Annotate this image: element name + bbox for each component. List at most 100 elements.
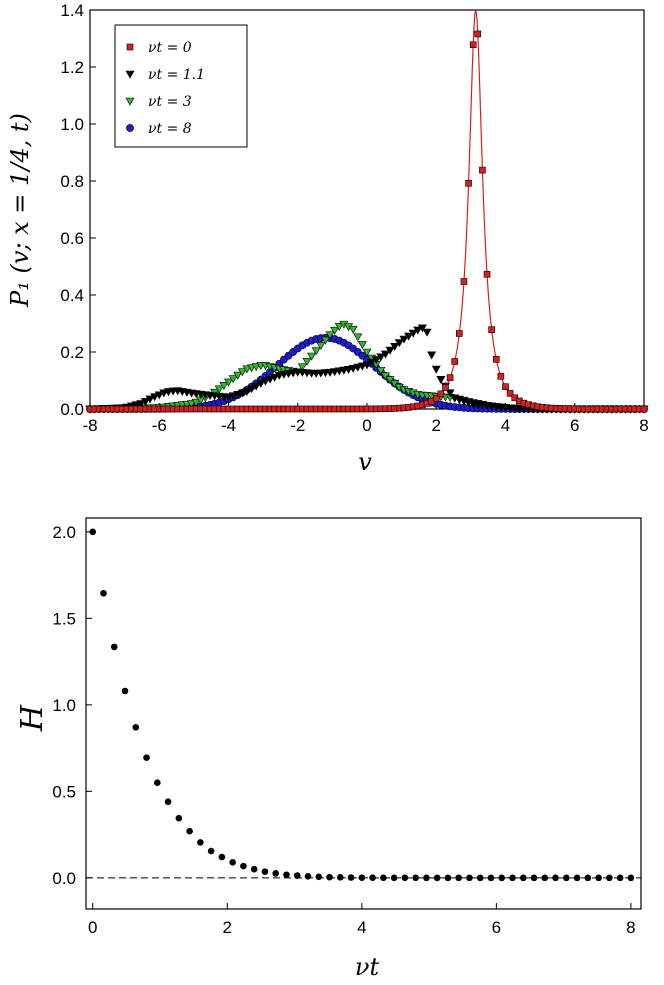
data-point bbox=[186, 827, 193, 835]
data-point bbox=[325, 331, 335, 340]
data-point bbox=[401, 874, 409, 882]
data-point bbox=[376, 353, 386, 362]
data-point bbox=[348, 325, 358, 334]
data-point bbox=[240, 862, 247, 870]
data-point bbox=[640, 405, 648, 413]
top-chart-marks bbox=[85, 10, 649, 414]
data-point bbox=[380, 350, 390, 359]
bottom-x-tick-label: 6 bbox=[492, 918, 501, 937]
data-point bbox=[422, 328, 432, 337]
top-y-tick-label: 1.2 bbox=[60, 58, 84, 77]
data-point bbox=[376, 366, 386, 375]
data-point bbox=[154, 779, 161, 787]
data-point bbox=[311, 347, 321, 356]
data-point bbox=[498, 874, 506, 882]
data-point bbox=[456, 330, 463, 337]
data-point bbox=[272, 870, 280, 877]
data-point bbox=[187, 400, 197, 409]
data-point bbox=[380, 874, 387, 882]
top-y-tick-label: 1.4 bbox=[60, 1, 84, 20]
data-point bbox=[316, 342, 326, 350]
data-point bbox=[228, 375, 238, 384]
legend-label: νt = 8 bbox=[148, 121, 192, 137]
data-point bbox=[530, 874, 538, 882]
data-point bbox=[408, 329, 418, 338]
bottom-chart: 0 2 4 6 8 0.0 0.5 1.0 1.5 2.0 νt H bbox=[15, 517, 642, 981]
data-point bbox=[191, 398, 201, 407]
data-point bbox=[247, 385, 257, 394]
data-point bbox=[427, 351, 437, 360]
data-point bbox=[627, 874, 635, 882]
data-point bbox=[362, 361, 372, 370]
data-point bbox=[385, 346, 395, 355]
data-point bbox=[362, 348, 372, 357]
data-point bbox=[466, 874, 473, 882]
data-point bbox=[479, 166, 486, 174]
data-point bbox=[150, 393, 160, 402]
data-point bbox=[228, 392, 238, 401]
data-point bbox=[509, 874, 516, 882]
data-point bbox=[175, 814, 183, 822]
top-y-tick-label: 0.6 bbox=[60, 229, 84, 248]
data-point bbox=[488, 326, 495, 333]
data-point bbox=[251, 382, 261, 391]
bottom-y-tick-label: 0.0 bbox=[52, 869, 76, 888]
data-point bbox=[563, 874, 570, 882]
top-x-tick-label: -8 bbox=[82, 416, 97, 435]
legend-label: νt = 3 bbox=[148, 94, 192, 110]
data-point bbox=[237, 389, 247, 398]
data-point bbox=[390, 342, 400, 351]
data-point bbox=[250, 865, 258, 873]
bottom-x-tick-label: 8 bbox=[626, 918, 635, 937]
data-point bbox=[423, 874, 430, 882]
data-point bbox=[223, 378, 234, 387]
data-point bbox=[460, 278, 468, 285]
data-point bbox=[145, 395, 155, 404]
data-point bbox=[371, 356, 381, 365]
data-point bbox=[140, 398, 150, 407]
data-point bbox=[242, 387, 252, 396]
data-point bbox=[293, 872, 301, 879]
data-point bbox=[445, 389, 455, 398]
data-point bbox=[136, 400, 146, 409]
data-point bbox=[100, 589, 107, 597]
data-point bbox=[197, 839, 204, 846]
data-point bbox=[315, 873, 323, 881]
legend-frame bbox=[114, 24, 248, 148]
data-point bbox=[367, 358, 377, 367]
data-point bbox=[334, 323, 344, 331]
data-point bbox=[256, 379, 266, 388]
data-point bbox=[595, 874, 602, 882]
data-point bbox=[476, 874, 484, 882]
data-point bbox=[237, 368, 247, 377]
data-point bbox=[487, 874, 495, 882]
top-x-axis-label: v bbox=[358, 448, 372, 476]
top-x-tick-label: -2 bbox=[290, 416, 305, 435]
data-point bbox=[233, 390, 243, 399]
series-0 bbox=[86, 10, 648, 413]
data-point bbox=[357, 341, 367, 350]
legend-marker bbox=[125, 70, 135, 79]
legend-marker bbox=[126, 124, 134, 132]
data-point bbox=[336, 874, 344, 881]
data-point bbox=[606, 874, 613, 882]
series-3 bbox=[86, 333, 648, 413]
data-point bbox=[431, 365, 441, 374]
data-point bbox=[519, 874, 527, 882]
data-point bbox=[573, 874, 581, 882]
legend-label: νt = 0 bbox=[148, 40, 192, 56]
legend-label: νt = 1.1 bbox=[148, 67, 205, 83]
bottom-y-axis-label: H bbox=[15, 704, 50, 732]
data-point bbox=[320, 336, 330, 345]
data-point bbox=[369, 874, 376, 882]
data-point bbox=[110, 643, 118, 651]
bottom-y-tick-label: 0.5 bbox=[52, 782, 76, 801]
top-x-tick-label: -6 bbox=[152, 416, 167, 435]
data-point bbox=[444, 874, 452, 882]
bottom-x-axis-label: νt bbox=[355, 953, 380, 981]
data-point bbox=[229, 858, 236, 866]
top-x-tick-label: 8 bbox=[639, 416, 648, 435]
data-point bbox=[283, 871, 290, 879]
data-point bbox=[265, 375, 275, 384]
data-point bbox=[223, 393, 234, 402]
